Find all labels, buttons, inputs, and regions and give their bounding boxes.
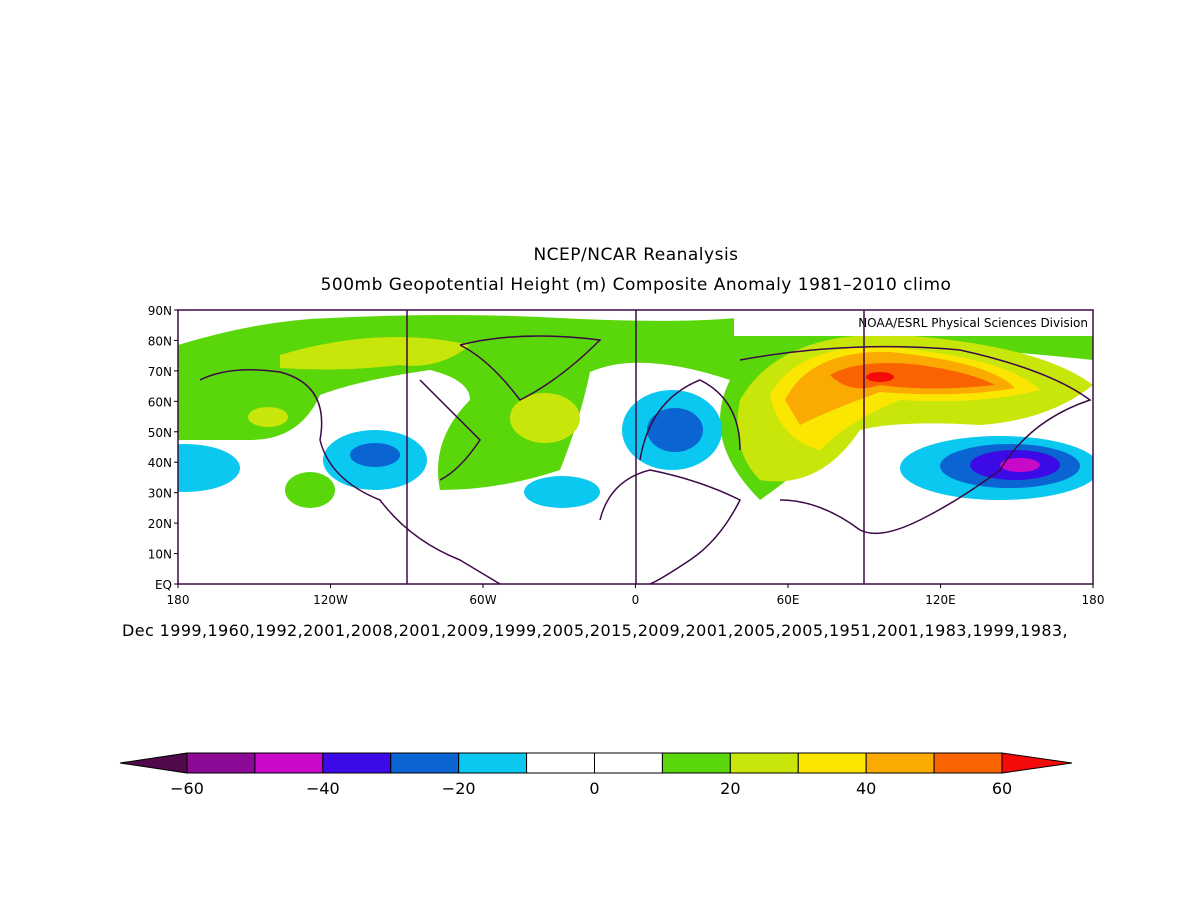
attribution-box	[734, 310, 1093, 336]
colorbar-label: 0	[589, 779, 599, 798]
lat-label: 20N	[148, 517, 172, 531]
colorbar-high-arrow	[1001, 752, 1073, 774]
lon-label: 0	[632, 593, 640, 607]
colorbar-box	[322, 752, 392, 774]
colorbar-label: −60	[170, 779, 204, 798]
colorbar-label: 20	[720, 779, 740, 798]
colorbar-box	[594, 752, 663, 774]
lon-label: 60E	[777, 593, 800, 607]
colorbar-box	[661, 752, 731, 774]
lon-label: 120E	[925, 593, 956, 607]
caption: Dec 1999,1960,1992,2001,2008,2001,2009,1…	[122, 621, 1068, 640]
lat-label: 90N	[148, 304, 172, 318]
colorbar-box	[797, 752, 867, 774]
colorbar-box	[458, 752, 528, 774]
lat-label: EQ	[155, 578, 172, 592]
colorbar-box	[254, 752, 324, 774]
lat-label: 10N	[148, 548, 172, 562]
lon-label: 180	[1082, 593, 1105, 607]
colorbar-label: −20	[442, 779, 476, 798]
colorbar-label: 60	[992, 779, 1012, 798]
anomaly-field	[178, 310, 1093, 584]
colorbar: −60 −40 −20 0 20 40 60	[119, 752, 1073, 798]
lat-label: 80N	[148, 334, 172, 348]
lat-label: 40N	[148, 456, 172, 470]
lat-label: 50N	[148, 426, 172, 440]
colorbar-box	[526, 752, 595, 774]
colorbar-label: 40	[856, 779, 876, 798]
colorbar-low-arrow	[119, 752, 188, 774]
attribution: NOAA/ESRL Physical Sciences Division	[858, 316, 1088, 330]
lat-label: 70N	[148, 365, 172, 379]
title: NCEP/NCAR Reanalysis	[533, 245, 738, 265]
colorbar-box	[390, 752, 460, 774]
subtitle: 500mb Geopotential Height (m) Composite …	[321, 275, 952, 295]
lat-label: 30N	[148, 487, 172, 501]
lon-label: 60W	[469, 593, 496, 607]
colorbar-box	[865, 752, 935, 774]
lon-label: 120W	[313, 593, 348, 607]
colorbar-label: −40	[306, 779, 340, 798]
colorbar-box	[933, 752, 1003, 774]
lat-label: 60N	[148, 395, 172, 409]
colorbar-box	[186, 752, 256, 774]
lon-label: 180	[167, 593, 190, 607]
colorbar-box	[729, 752, 799, 774]
